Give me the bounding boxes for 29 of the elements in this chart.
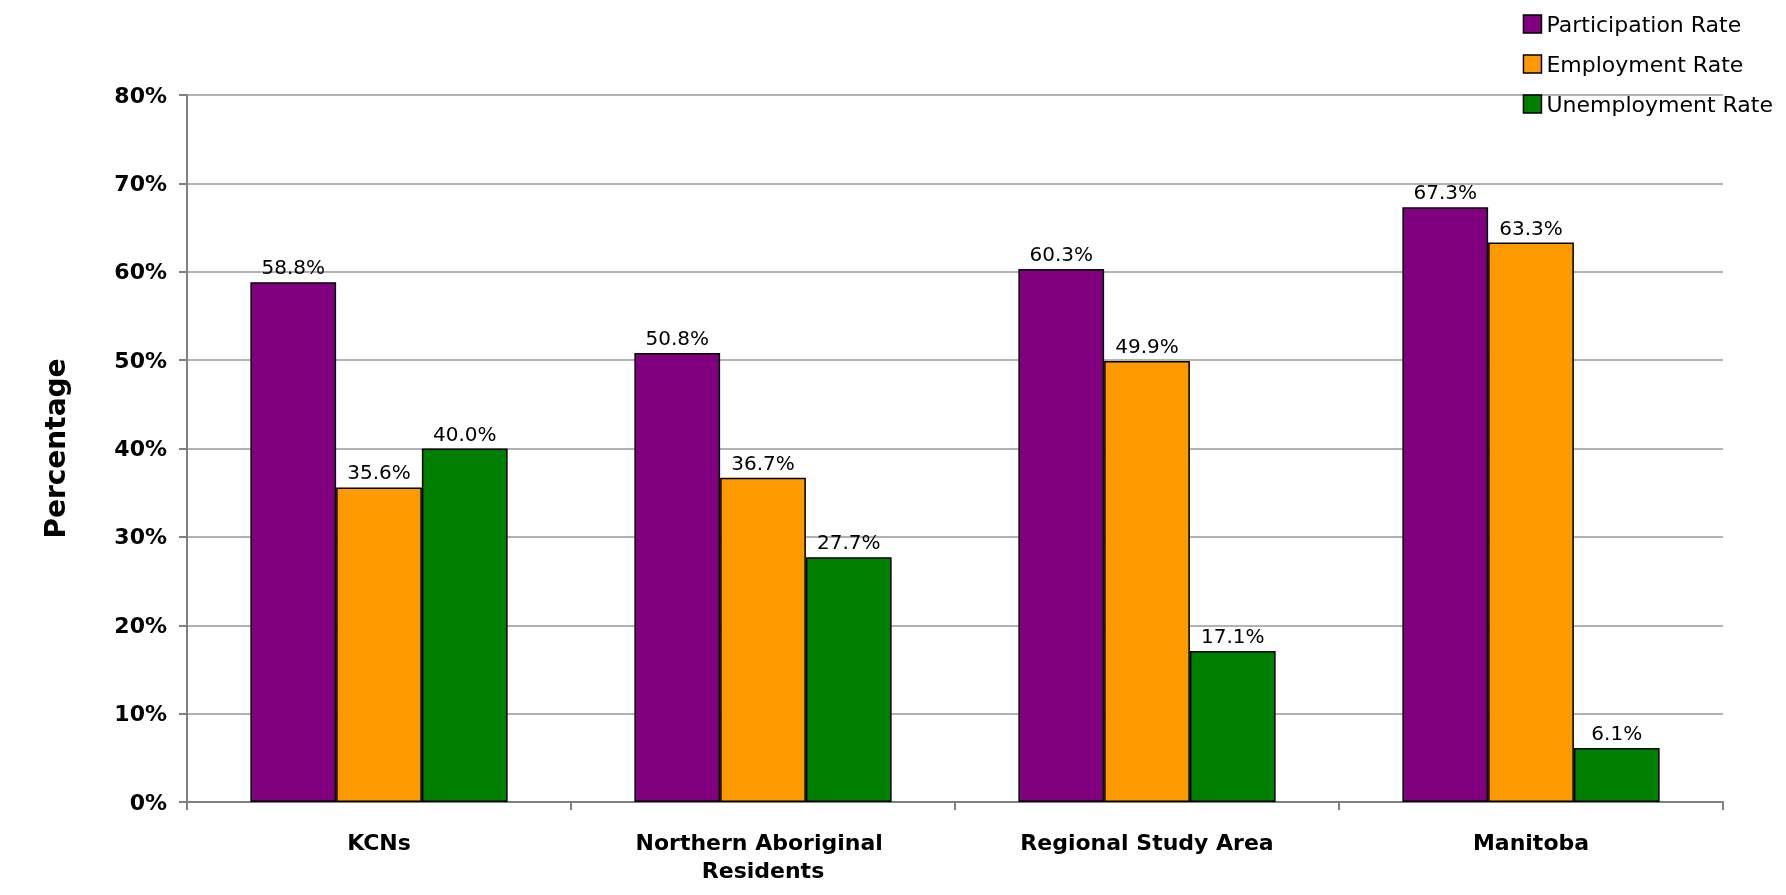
x-tick-label: Northern Aboriginal Residents	[635, 829, 891, 883]
x-tick-label: Manitoba	[1472, 829, 1590, 855]
data-label: 40.0%	[432, 421, 497, 446]
y-tick-label: 40%	[114, 436, 167, 461]
y-tick-label: 0%	[129, 789, 167, 815]
data-label: 6.1%	[1591, 721, 1643, 746]
y-axis-title: Percentage	[38, 358, 72, 539]
legend-label: Employment Rate	[1546, 51, 1744, 77]
data-label: 17.1%	[1200, 623, 1265, 648]
x-tick-label: KCNs	[347, 829, 411, 855]
data-label: 60.3%	[1029, 242, 1094, 267]
data-label: 50.8%	[645, 326, 710, 351]
x-tick-label: Regional Study Area	[1020, 829, 1274, 855]
data-label: 35.6%	[347, 460, 411, 485]
y-tick-label: 30%	[114, 524, 167, 550]
data-label: 36.7%	[731, 450, 795, 475]
y-tick-label: 60%	[114, 259, 167, 285]
y-tick-label: 20%	[114, 612, 167, 638]
legend-label: Unemployment Rate	[1546, 91, 1773, 117]
data-label: 49.9%	[1115, 334, 1179, 359]
legend-label: Participation Rate	[1546, 11, 1742, 37]
data-label: 63.3%	[1499, 215, 1563, 240]
y-tick-label: 50%	[114, 347, 167, 373]
data-label: 58.8%	[261, 255, 326, 280]
y-tick-label: 70%	[114, 170, 167, 196]
y-tick-label: 80%	[114, 82, 167, 108]
data-label: 27.7%	[816, 530, 881, 555]
y-tick-label: 10%	[114, 701, 167, 727]
data-label: 67.3%	[1413, 180, 1478, 205]
